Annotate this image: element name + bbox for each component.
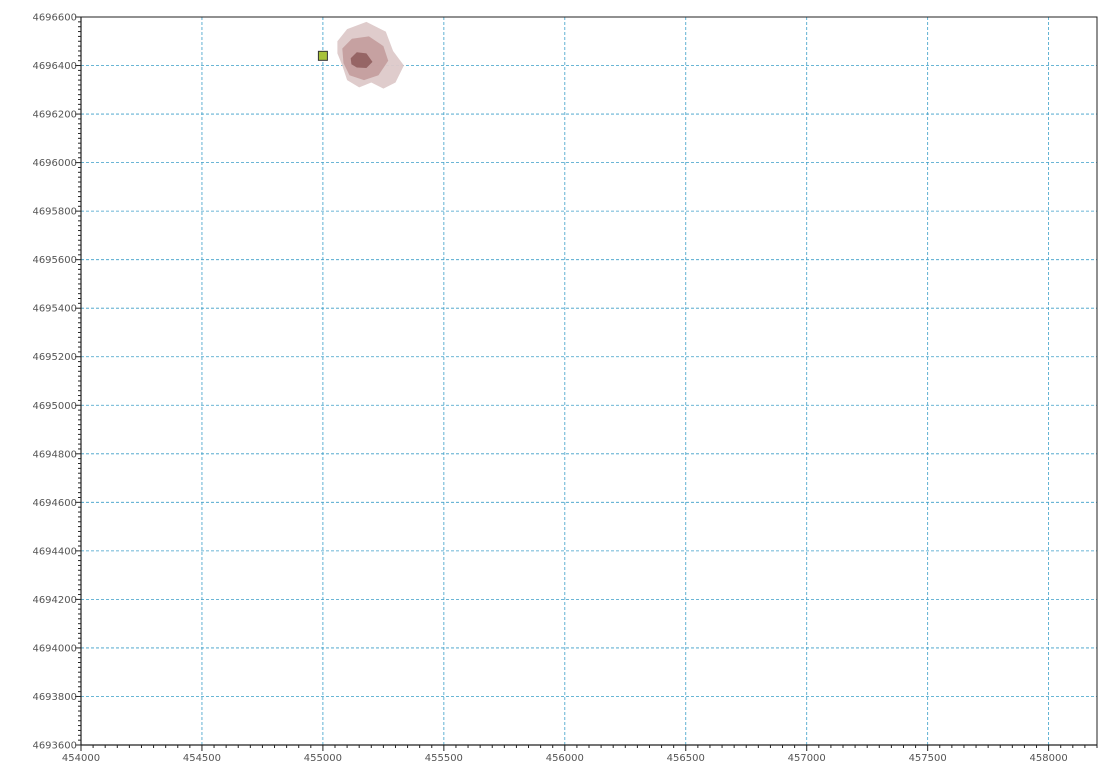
y-tick-label: 4695800 <box>32 207 77 218</box>
y-tick-label: 4694400 <box>32 546 77 557</box>
y-tick-label: 4693800 <box>32 692 77 703</box>
x-tick-label: 455500 <box>425 753 463 764</box>
x-tick-label: 458000 <box>1030 753 1068 764</box>
y-tick-label: 4694200 <box>32 595 77 606</box>
x-tick-label: 457000 <box>788 753 826 764</box>
axes <box>75 16 1098 751</box>
data-points <box>317 50 328 61</box>
y-tick-label: 4695600 <box>32 255 77 266</box>
y-tick-label: 4695000 <box>32 401 77 412</box>
x-tick-label: 455000 <box>304 753 342 764</box>
x-tick-label: 457500 <box>909 753 947 764</box>
x-tick-label: 454000 <box>62 753 100 764</box>
y-tick-label: 4695400 <box>32 304 77 315</box>
y-tick-label: 4696400 <box>32 61 77 72</box>
y-tick-label: 4696600 <box>32 13 77 24</box>
tick-labels: 454000 454500 455000 455500 456000 456500 4570… <box>32 13 1067 765</box>
plume-contours <box>337 21 404 89</box>
x-tick-label: 456000 <box>546 753 584 764</box>
y-tick-label: 4694600 <box>32 498 77 509</box>
contour-inner <box>350 52 373 68</box>
y-tick-label: 4693600 <box>32 741 77 752</box>
y-tick-label: 4694000 <box>32 643 77 654</box>
x-tick-label: 456500 <box>667 753 705 764</box>
grid <box>81 16 1097 745</box>
y-tick-label: 4696200 <box>32 110 77 121</box>
y-tick-label: 4695200 <box>32 352 77 363</box>
plot-frame <box>80 16 1098 746</box>
x-tick-label: 454500 <box>183 753 221 764</box>
y-tick-label: 4696000 <box>32 158 77 169</box>
data-point-0 <box>317 50 328 61</box>
y-tick-label: 4694800 <box>32 449 77 460</box>
